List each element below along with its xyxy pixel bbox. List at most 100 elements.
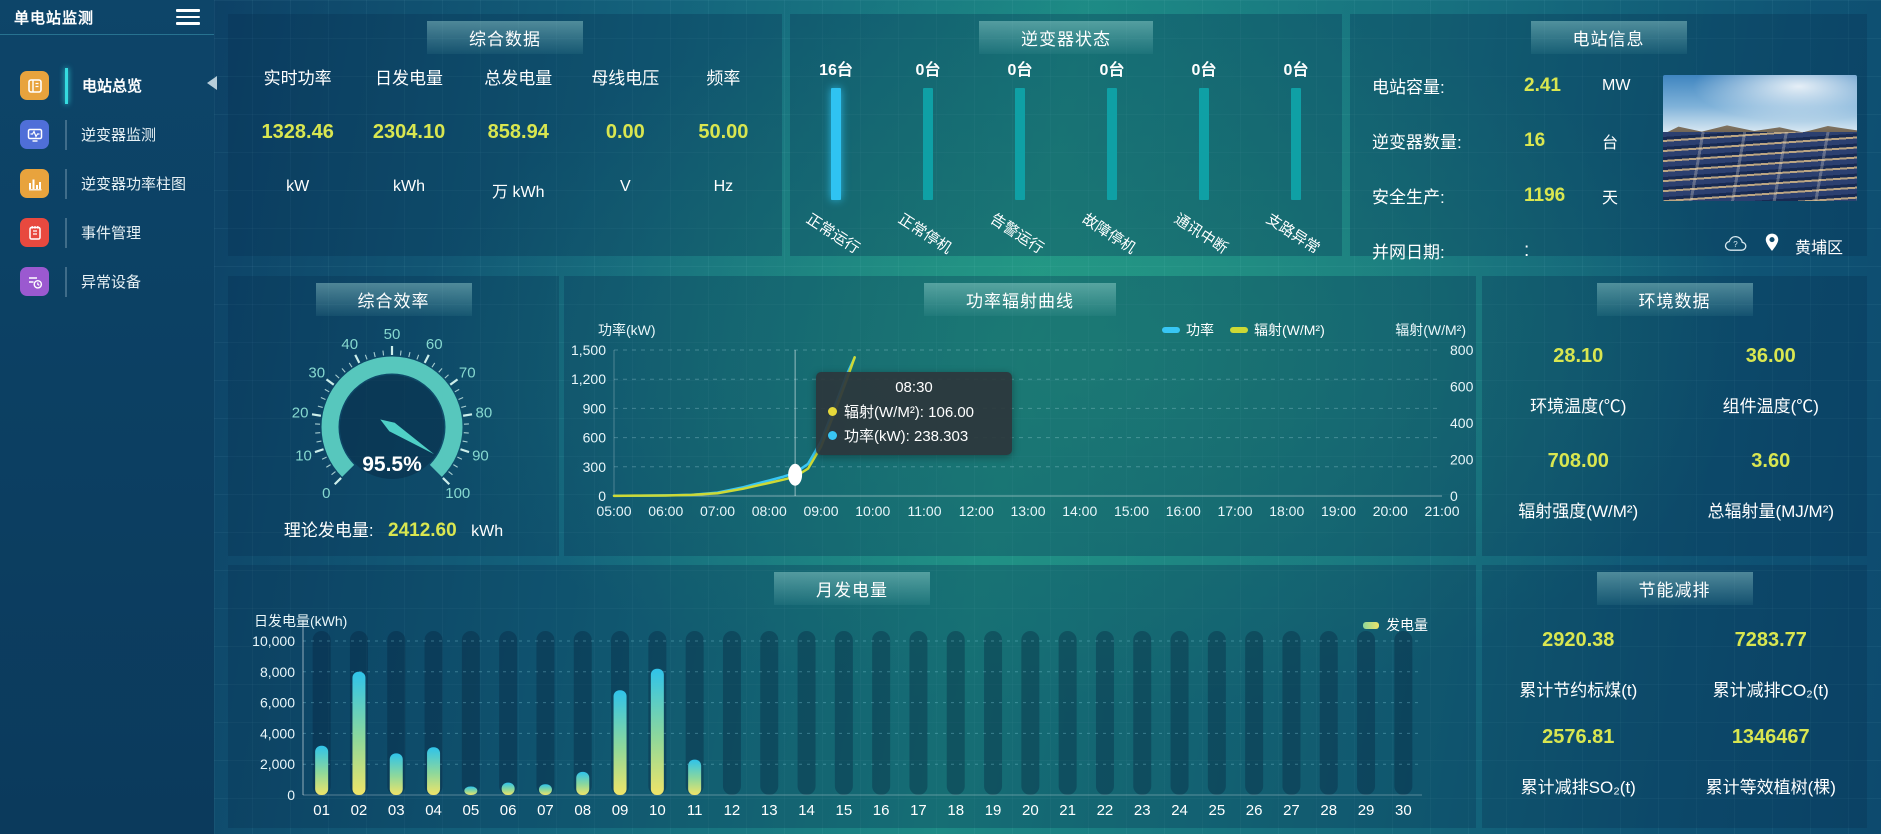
- metric-frequency: 频率 50.00 Hz: [698, 64, 748, 202]
- svg-text:13:00: 13:00: [1010, 503, 1045, 519]
- weather-cloud-icon: ?: [1724, 235, 1749, 257]
- legend-power[interactable]: 功率: [1162, 320, 1214, 340]
- metric-label: 频率: [706, 69, 741, 88]
- event-notebook-icon: [20, 218, 49, 247]
- nav-separator: [65, 168, 67, 199]
- sidebar-item-station-overview[interactable]: 电站总览: [0, 61, 214, 110]
- grid-date-row: 并网日期: :: [1372, 223, 1672, 278]
- svg-text:08: 08: [574, 802, 591, 819]
- monthly-generation-chart[interactable]: 0 2,000 4,000 6,000 8,000 10,000 01 02 03 04 05 06 0…: [228, 565, 1476, 828]
- status-count: 0台: [1099, 62, 1125, 79]
- panel-station-info: 电站信息 电站容量: 2.41 MW 逆变器数量: 16 台 安全生产: 119…: [1350, 14, 1867, 262]
- svg-text:14: 14: [798, 802, 815, 819]
- svg-text:16:00: 16:00: [1166, 503, 1201, 519]
- sidebar-header: 单电站监测: [0, 0, 214, 35]
- svg-text:26: 26: [1246, 802, 1263, 819]
- panel-monthly-generation: 月发电量 日发电量(kWh) 发电量 0 2,000 4,000 6,000 8,000…: [228, 565, 1476, 828]
- metric-label: 总发电量: [484, 69, 553, 88]
- svg-text:90: 90: [472, 448, 489, 465]
- cell-label: 总辐射量(MJ/M²): [1707, 501, 1835, 521]
- tooltip-text: 辐射(W/M²): 106.00: [844, 404, 975, 421]
- sidebar-nav: 电站总览 逆变器监测 逆变器功率柱图 事件管理: [0, 61, 214, 306]
- status-label: 正常停机: [895, 210, 955, 258]
- sidebar-item-event-management[interactable]: 事件管理: [0, 208, 214, 257]
- svg-text:30: 30: [1395, 802, 1412, 819]
- row-label: 并网日期:: [1372, 243, 1445, 262]
- svg-text:23: 23: [1134, 802, 1151, 819]
- sidebar-item-inverter-power-bars[interactable]: 逆变器功率柱图: [0, 159, 214, 208]
- svg-text:100: 100: [445, 485, 470, 502]
- nav-separator: [65, 119, 67, 150]
- abnormal-devices-icon: [20, 267, 49, 296]
- svg-text:8,000: 8,000: [260, 664, 295, 680]
- metric-realtime-power: 实时功率 1328.46 kW: [262, 64, 334, 202]
- status-branch-abnormal: 0台 支路异常: [1250, 56, 1342, 257]
- panel-title: 环境数据: [1596, 283, 1753, 316]
- bar-legend[interactable]: 发电量: [1363, 615, 1428, 635]
- status-normal-stop: 0台 正常停机: [882, 56, 974, 257]
- inverter-statuses: 16台 正常运行 0台 正常停机 0台 告警运行 0台 故障停机 0台: [790, 56, 1342, 257]
- legend-swatch: [1230, 327, 1248, 333]
- cell-value: 28.10: [1553, 344, 1604, 367]
- total-radiation-cell: 3.60 总辐射量(MJ/M²): [1675, 450, 1868, 522]
- theory-value: 2412.60: [388, 520, 457, 541]
- sidebar-item-abnormal-devices[interactable]: 异常设备: [0, 257, 214, 306]
- svg-text:16: 16: [873, 802, 890, 819]
- svg-text:22: 22: [1097, 802, 1114, 819]
- svg-text:15:00: 15:00: [1114, 503, 1149, 519]
- sidebar: 单电站监测 电站总览 逆变器监测 逆变器功率柱图: [0, 0, 214, 834]
- metric-label: 日发电量: [375, 69, 444, 88]
- sidebar-collapse-arrow-icon[interactable]: [200, 76, 217, 90]
- location-name: 黄埔区: [1794, 239, 1843, 257]
- svg-text:30: 30: [308, 364, 325, 381]
- co2-reduced-cell: 7283.77 累计减排CO₂(t): [1675, 629, 1868, 701]
- status-label: 通讯中断: [1171, 210, 1231, 258]
- status-count: 0台: [1191, 62, 1217, 79]
- row-value: :: [1524, 239, 1530, 261]
- svg-text:400: 400: [1450, 415, 1474, 431]
- location-pin-icon: [1763, 232, 1781, 259]
- efficiency-gauge[interactable]: 0 10 20 30 40 50 60 70 80 90 100 95.5%: [228, 310, 559, 512]
- power-dot-icon: [828, 431, 837, 440]
- cell-label: 累计减排SO₂(t): [1520, 777, 1636, 797]
- status-bar: [1199, 88, 1209, 200]
- status-alarm-running: 0台 告警运行: [974, 56, 1066, 257]
- row-label: 逆变器数量:: [1372, 133, 1462, 152]
- svg-text:600: 600: [583, 430, 607, 446]
- status-label: 故障停机: [1079, 210, 1139, 258]
- svg-text:21: 21: [1059, 802, 1076, 819]
- menu-toggle-icon[interactable]: [176, 5, 200, 29]
- svg-text:40: 40: [341, 336, 358, 353]
- power-bars-icon: [20, 169, 49, 198]
- cell-value: 708.00: [1547, 449, 1609, 472]
- svg-text:?: ?: [1733, 239, 1738, 248]
- legend-label: 功率: [1186, 322, 1214, 338]
- svg-text:29: 29: [1358, 802, 1375, 819]
- station-info-rows: 电站容量: 2.41 MW 逆变器数量: 16 台 安全生产: 1196 天 并…: [1372, 58, 1672, 278]
- status-label: 正常运行: [803, 210, 863, 258]
- svg-text:05: 05: [463, 802, 480, 819]
- app-title: 单电站监测: [14, 9, 95, 27]
- status-normal-running: 16台 正常运行: [790, 56, 882, 257]
- overview-icon: [20, 71, 49, 100]
- power-radiation-chart[interactable]: 0 300 600 900 1,200 1,500 0 200 400 600 800 05:00 06…: [564, 276, 1476, 556]
- svg-text:50: 50: [384, 326, 401, 343]
- svg-text:11: 11: [687, 802, 703, 819]
- panel-energy-saving: 节能减排 2920.38 累计节约标煤(t) 7283.77 累计减排CO₂(t…: [1482, 565, 1867, 828]
- svg-text:4,000: 4,000: [260, 725, 295, 741]
- svg-text:1,500: 1,500: [571, 342, 606, 358]
- status-bar: [923, 88, 933, 200]
- metric-value: 858.94: [487, 121, 549, 143]
- legend-radiation[interactable]: 辐射(W/M²): [1230, 320, 1325, 340]
- metric-value: 1328.46: [261, 121, 334, 143]
- metric-value: 50.00: [698, 121, 749, 143]
- status-bar: [1291, 88, 1301, 200]
- svg-text:13: 13: [761, 802, 778, 819]
- saving-grid: 2920.38 累计节约标煤(t) 7283.77 累计减排CO₂(t) 257…: [1482, 617, 1867, 810]
- svg-text:07:00: 07:00: [700, 503, 735, 519]
- status-count: 0台: [1007, 62, 1033, 79]
- legend-label: 发电量: [1386, 617, 1428, 633]
- sidebar-item-inverter-monitor[interactable]: 逆变器监测: [0, 110, 214, 159]
- cell-value: 36.00: [1745, 344, 1796, 367]
- radiation-intensity-cell: 708.00 辐射强度(W/M²): [1482, 450, 1675, 522]
